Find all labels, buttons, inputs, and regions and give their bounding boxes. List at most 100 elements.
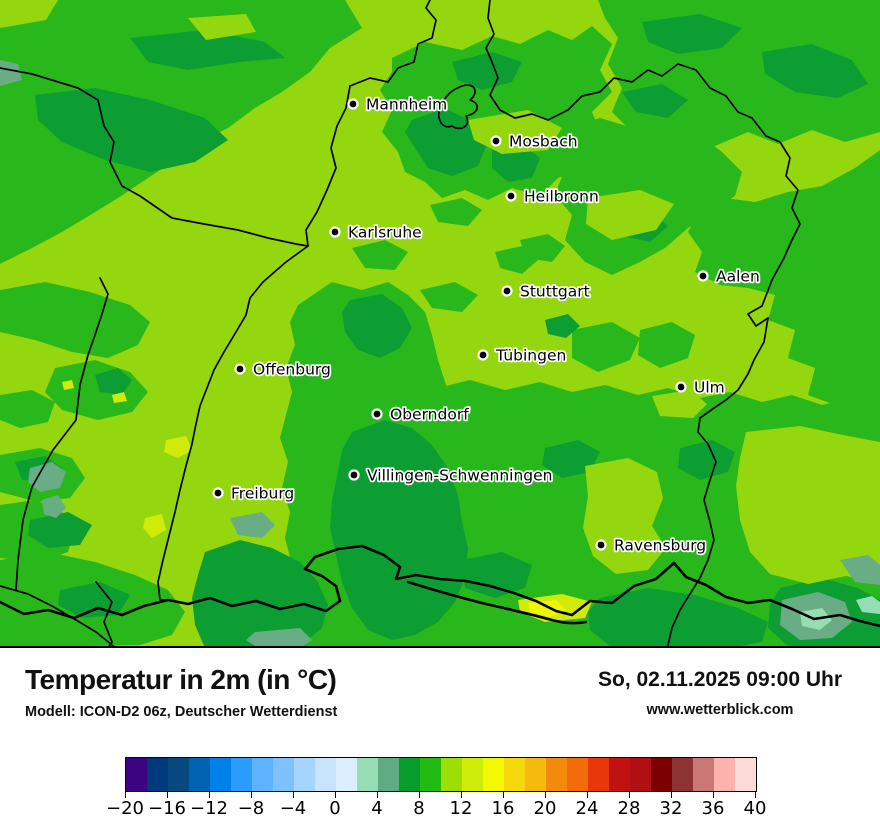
city-dot [373, 410, 381, 418]
colorbar-segment-0c [336, 758, 357, 791]
city-dot [677, 383, 685, 391]
city-marker-stuttgart: Stuttgart [501, 281, 591, 302]
city-dot [503, 287, 511, 295]
colorbar-segment-30c [651, 758, 672, 791]
colorbar-tick-label: 28 [617, 798, 641, 819]
colorbar-tick-mark [125, 792, 127, 798]
colorbar-tick-mark [377, 792, 379, 798]
city-dot [492, 137, 500, 145]
colorbar-segment-10c [441, 758, 462, 791]
city-marker-mosbach: Mosbach [490, 131, 579, 152]
colorbar-tick-label: 8 [413, 798, 425, 819]
website-url: www.wetterblick.com [646, 702, 794, 718]
city-label: Oberndorf [390, 406, 469, 424]
colorbar-segment-26c [609, 758, 630, 791]
colorbar-segment-14c [483, 758, 504, 791]
colorbar-segment-6c [399, 758, 420, 791]
colorbar-segment-8c [420, 758, 441, 791]
city-marker-t-bingen: Tübingen [477, 345, 568, 366]
city-dot [236, 365, 244, 373]
colorbar-segment-38c [735, 758, 756, 791]
colorbar-segment-24c [588, 758, 609, 791]
colorbar-segment-12c [462, 758, 483, 791]
colorbar-segment--4c [294, 758, 315, 791]
temp-region-6-8c [15, 14, 880, 648]
colorbar-segment-34c [693, 758, 714, 791]
colorbar-tick-label: 20 [533, 798, 557, 819]
city-dot [214, 489, 222, 497]
colorbar-segment--14c [189, 758, 210, 791]
colorbar-tick-mark [755, 792, 757, 798]
city-label: Tübingen [495, 347, 566, 365]
page-title: Temperatur in 2m (in °C) [25, 664, 337, 695]
colorbar-tick-mark [545, 792, 547, 798]
colorbar-segment-18c [525, 758, 546, 791]
city-marker-karlsruhe: Karlsruhe [329, 222, 423, 243]
lake-constance-shore [406, 580, 588, 625]
national-borders [0, 544, 880, 628]
colorbar-segment--10c [231, 758, 252, 791]
colorbar-segment-2c [357, 758, 378, 791]
temperature-map: Mannheim Mosbach Heilbronn Karlsruhe Stuttga… [0, 0, 880, 648]
city-dot [331, 228, 339, 236]
temp-region-14-16c [528, 600, 566, 617]
city-dot [350, 471, 358, 479]
colorbar-segment-20c [546, 758, 567, 791]
colorbar-tick-mark [587, 792, 589, 798]
colorbar-segment--16c [168, 758, 189, 791]
colorbar-tick-label: 16 [491, 798, 515, 819]
colorbar-tick-label: 32 [659, 798, 683, 819]
colorbar-tick-mark [419, 792, 421, 798]
colorbar-segment-36c [714, 758, 735, 791]
city-label: Stuttgart [520, 283, 590, 301]
colorbar-tick-mark [335, 792, 337, 798]
colorbar-segment--18c [147, 758, 168, 791]
city-marker-mannheim: Mannheim [347, 94, 449, 115]
colorbar-tick-mark [713, 792, 715, 798]
colorbar-tick-label: 12 [449, 798, 473, 819]
colorbar-segment-22c [567, 758, 588, 791]
colorbar-segment--6c [273, 758, 294, 791]
model-info: Modell: ICON-D2 06z, Deutscher Wetterdie… [25, 704, 338, 720]
colorbar-tick-label: 4 [371, 798, 383, 819]
temperature-colorbar [125, 757, 757, 792]
city-marker-freiburg: Freiburg [212, 483, 296, 504]
city-markers: Mannheim Mosbach Heilbronn Karlsruhe Stuttga… [212, 94, 761, 556]
colorbar-tick-label: −8 [237, 798, 265, 819]
colorbar-segment--2c [315, 758, 336, 791]
colorbar-tick-label: −4 [279, 798, 307, 819]
colorbar-segment--20c [126, 758, 147, 791]
footer: Temperatur in 2m (in °C) Modell: ICON-D2… [0, 648, 880, 830]
city-label: Mannheim [366, 96, 447, 114]
city-label: Aalen [716, 268, 760, 286]
city-label: Heilbronn [524, 188, 599, 206]
colorbar-segment-32c [672, 758, 693, 791]
colorbar-tick-mark [671, 792, 673, 798]
colorbar-tick-label: −16 [148, 798, 186, 819]
colorbar-tick-mark [293, 792, 295, 798]
city-dot [597, 541, 605, 549]
city-marker-offenburg: Offenburg [234, 359, 333, 380]
city-marker-oberndorf: Oberndorf [371, 404, 471, 425]
colorbar-tick-mark [503, 792, 505, 798]
colorbar-tick-mark [251, 792, 253, 798]
colorbar-tick-label: 40 [743, 798, 767, 819]
colorbar-tick-mark [209, 792, 211, 798]
city-label: Ulm [694, 379, 725, 397]
forecast-datetime: So, 02.11.2025 09:00 Uhr [598, 668, 842, 691]
footer-right: So, 02.11.2025 09:00 Uhr www.wetterblick… [560, 668, 880, 718]
city-marker-ulm: Ulm [675, 377, 726, 398]
colorbar-tick-mark [461, 792, 463, 798]
colorbar-tick-mark [167, 792, 169, 798]
colorbar-segment--12c [210, 758, 231, 791]
city-label: Freiburg [231, 485, 294, 503]
city-marker-aalen: Aalen [697, 266, 761, 287]
city-dot [699, 272, 707, 280]
colorbar-tick-label: 0 [329, 798, 341, 819]
colorbar-tick-label: 24 [575, 798, 599, 819]
temp-region-4-6c [0, 60, 880, 648]
colorbar-tick-mark [629, 792, 631, 798]
colorbar-tick-label: −12 [190, 798, 228, 819]
city-label: Karlsruhe [348, 224, 422, 242]
